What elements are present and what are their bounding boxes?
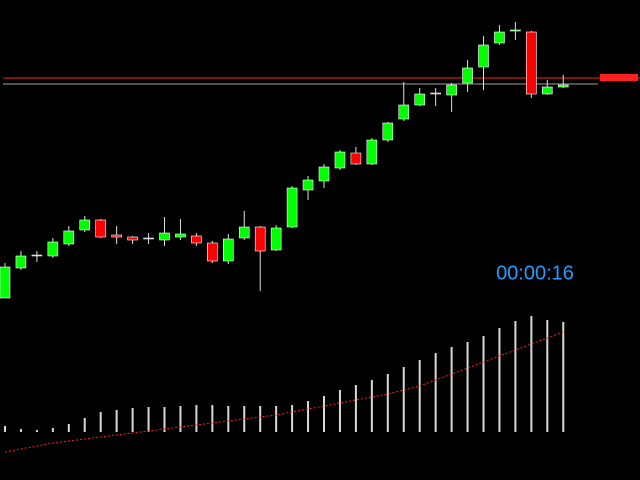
candle-body [254,226,266,252]
volume-bar [83,418,86,432]
volume-bar [498,328,501,432]
candle-body [191,235,202,244]
candle-body [111,234,122,238]
volume-bar [514,321,517,432]
candle-body [223,238,234,262]
volume-bar [386,374,389,432]
volume-bar [19,429,22,432]
candle-body [382,122,394,141]
candle-body [47,241,59,257]
candle-body [334,151,346,169]
volume-bar [275,406,278,432]
volume-ma [4,331,564,453]
candle-body [79,219,91,231]
candle-body [398,104,410,120]
volume-bar [179,406,182,432]
candle-body [541,86,553,95]
candle-body [430,92,441,95]
volume-bar [163,407,166,432]
volume-bar [466,342,469,432]
candle-body [318,166,330,182]
candle-body [95,219,106,238]
volume-bar [323,396,325,432]
candle-body [15,255,27,269]
candle-body [366,139,378,165]
candle-body [31,254,43,257]
volume-bar [338,390,341,432]
candle-body [526,31,537,95]
price-tag [600,74,638,81]
volume-bar [211,405,214,432]
volume-bar [418,360,421,432]
candle-body [175,233,186,238]
volume-bar [402,367,405,432]
volume-bar [67,424,70,432]
volume-bar [307,401,310,432]
volume-bar [35,430,38,432]
volume-bar [434,353,437,432]
candle-body [557,84,569,88]
volume-bar [546,320,549,432]
volume-bar [530,316,533,432]
candle-body [478,44,489,68]
timer: 00:00:16 [496,262,574,284]
candle-body [143,237,154,240]
candle-body [0,266,11,299]
candle-body [446,84,457,96]
volume-bar [147,407,150,432]
candle-body [270,227,282,251]
volume-bar [370,380,373,432]
candle-body [127,236,138,241]
volume-bar [195,405,198,432]
candle-body [494,31,505,44]
candle-body [302,179,314,191]
volume-bar [4,426,6,432]
volume-bar [450,347,453,432]
volume-bar [291,405,294,432]
volume-bar [115,410,118,432]
volume-bar [131,408,134,432]
candle-body [414,93,426,106]
volume-bar [99,412,102,432]
volume-bar [51,428,54,432]
volume-bar [562,322,565,432]
candle-body [238,226,250,239]
candle-body [462,67,473,84]
candle-body [286,187,298,228]
volume-bar [259,406,262,432]
candle-body [63,230,75,245]
volume-bar [354,385,357,432]
volume-bar [482,336,485,432]
candle-body [350,152,362,165]
candle-body [159,232,170,241]
volume-bar [227,406,230,432]
candle-body [510,29,521,32]
candle-body [207,242,218,262]
